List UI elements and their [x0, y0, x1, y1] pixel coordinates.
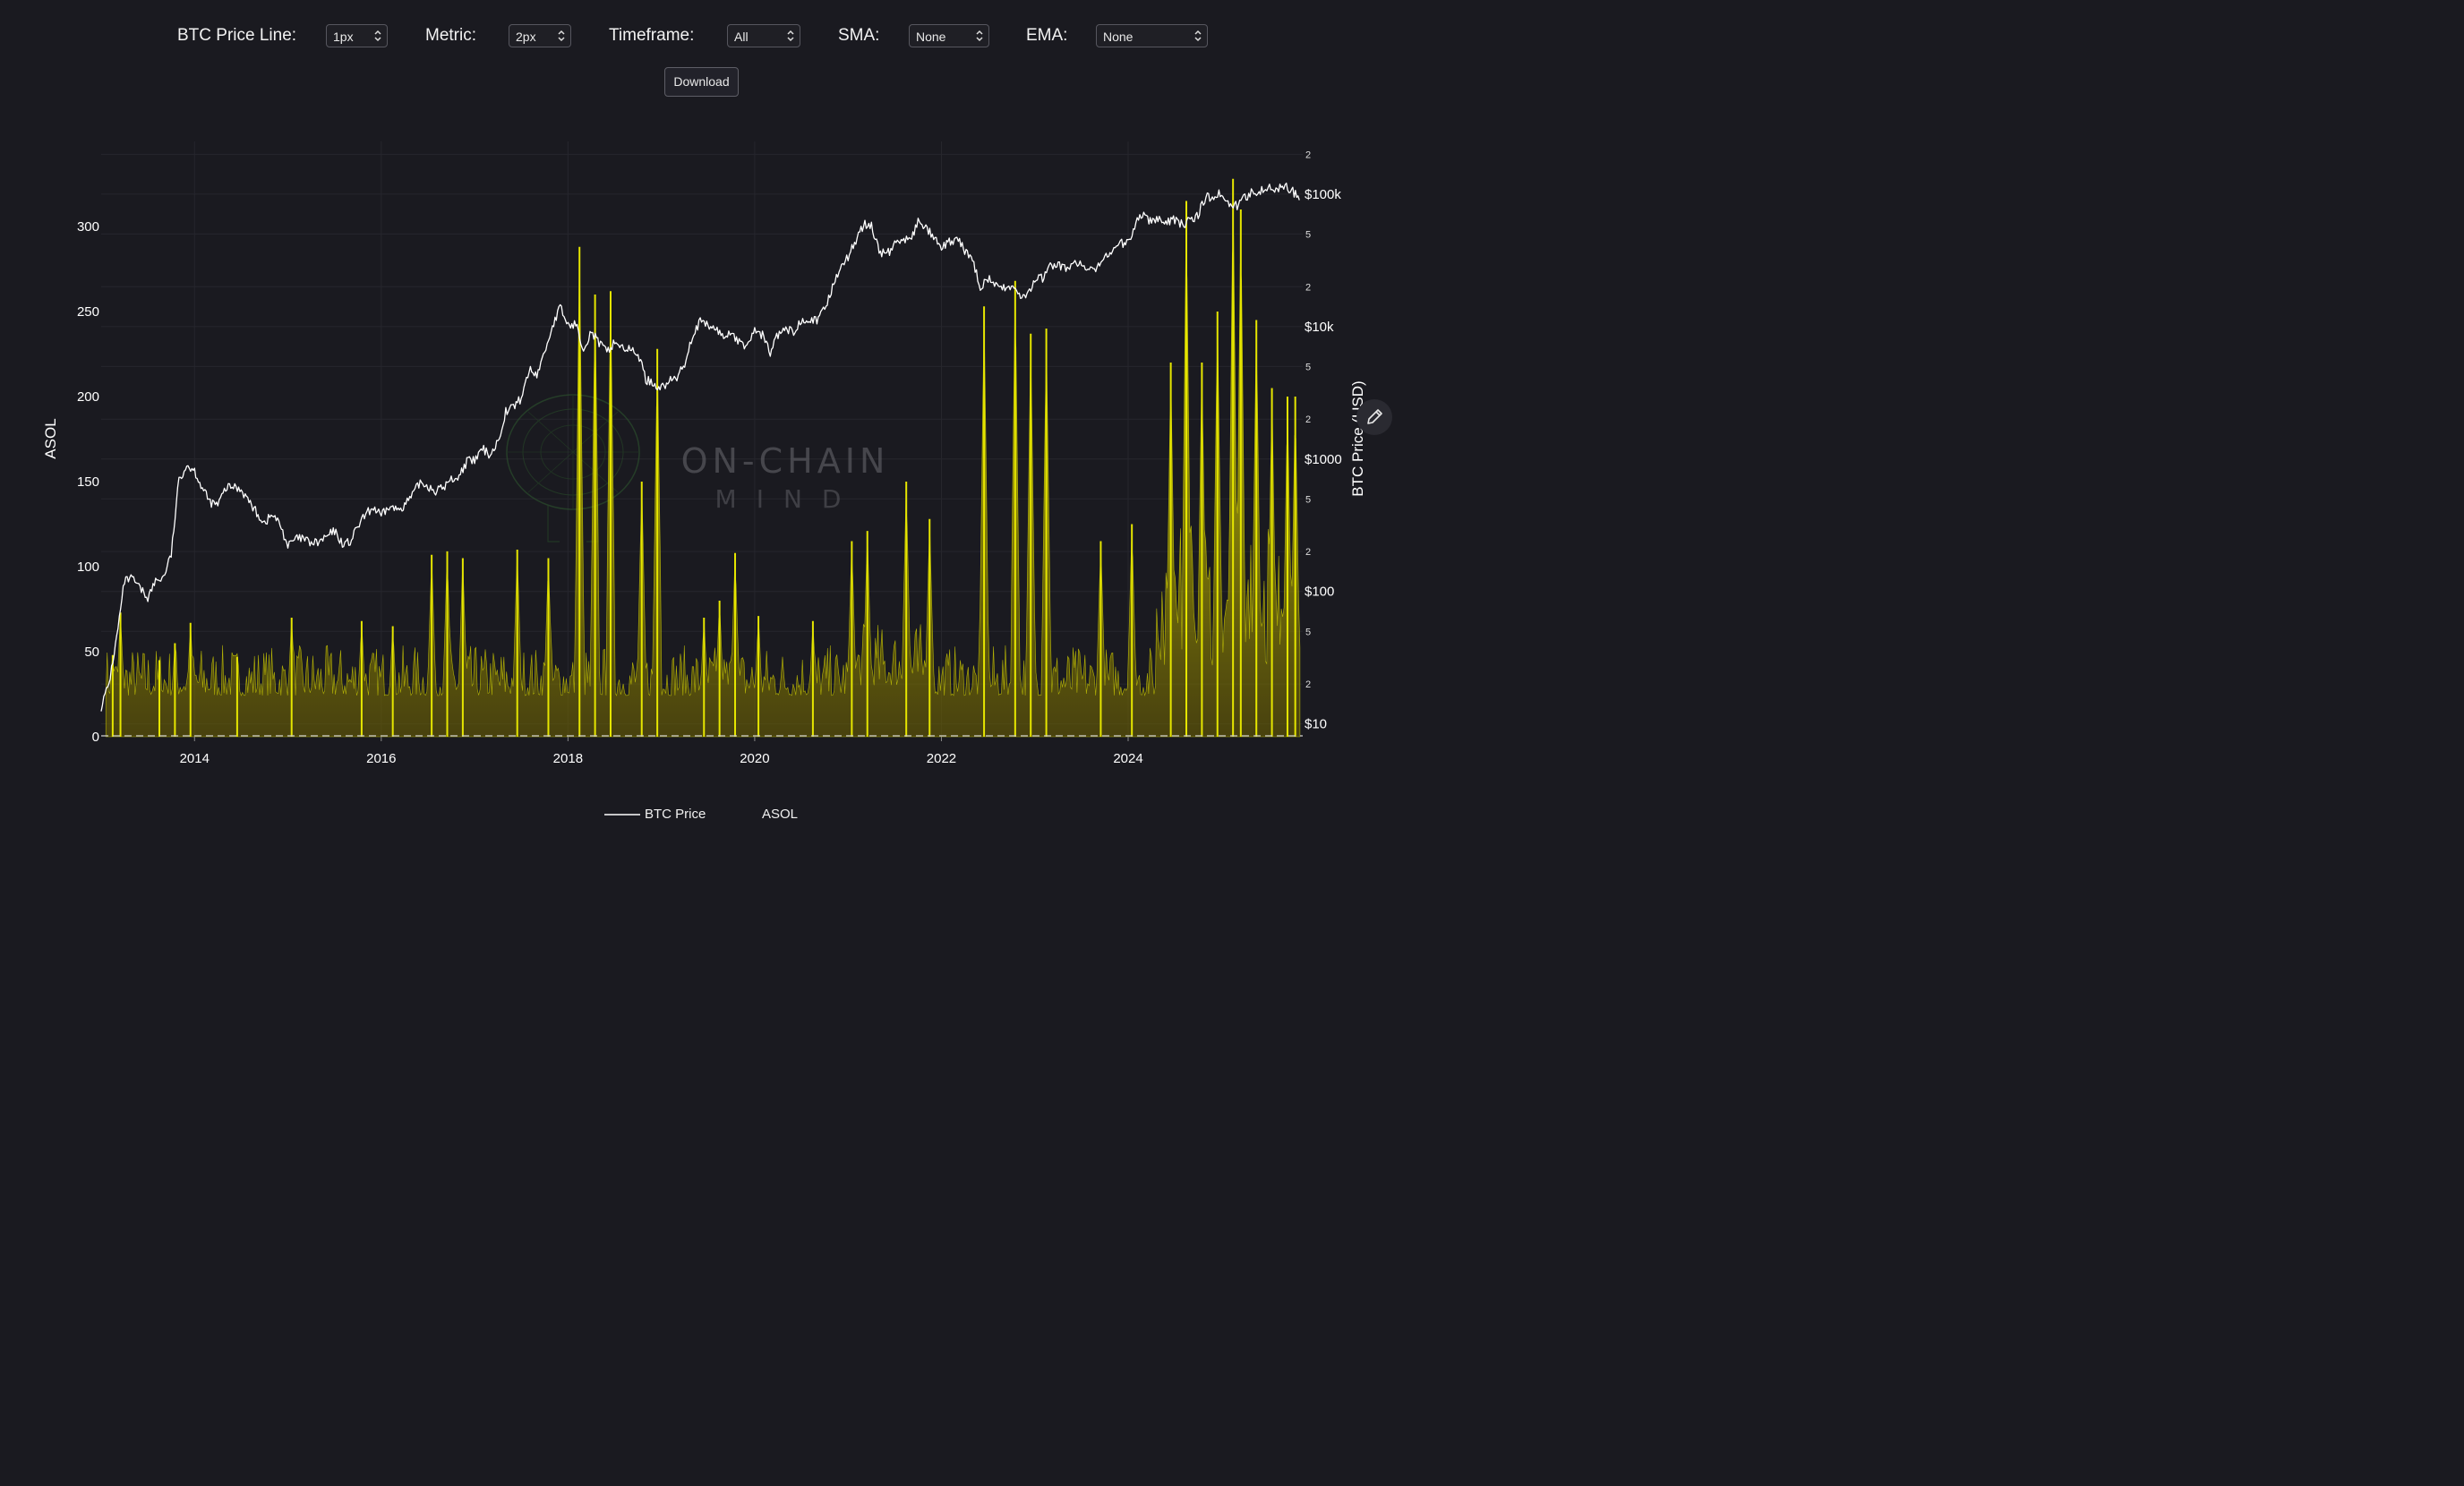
- legend: BTC Price ASOL: [0, 806, 1404, 825]
- x-tick-label: 2020: [740, 751, 769, 766]
- x-tick-label: 2014: [180, 751, 210, 766]
- metric-select[interactable]: 2px: [509, 24, 571, 47]
- controls-bar: BTC Price Line: 1px Metric: 2px Timefram…: [0, 24, 1404, 49]
- y-left-axis-label: ASOL: [42, 418, 59, 458]
- y-left-axis: 0 50 100 150 200 250 300: [77, 219, 99, 745]
- x-tick-label: 2018: [553, 751, 583, 766]
- btc-price-line-select[interactable]: 1px: [326, 24, 388, 47]
- y-right-minor-tick-label: 2: [1305, 414, 1311, 425]
- pencil-icon: [1367, 409, 1382, 424]
- x-tick-label: 2016: [366, 751, 396, 766]
- y-right-minor-tick-label: 2: [1305, 547, 1311, 558]
- x-tick-label: 2022: [927, 751, 956, 766]
- chart: ON-CHAIN MIND 2014 2016 2018 2020 2022 2024 0…: [42, 141, 1366, 766]
- y-right-major-tick-label: $10k: [1305, 320, 1334, 335]
- metric-value: 2px: [516, 30, 536, 44]
- metric-label: Metric:: [425, 26, 476, 45]
- y-right-major-tick-label: $1000: [1305, 452, 1342, 467]
- btc-price-line-label: BTC Price Line:: [177, 26, 297, 45]
- y-left-tick-label: 100: [77, 559, 99, 575]
- ema-label: EMA:: [1026, 26, 1068, 45]
- y-left-tick-label: 0: [92, 730, 99, 745]
- ema-select[interactable]: None: [1096, 24, 1208, 47]
- watermark-line-1: ON-CHAIN: [681, 441, 890, 481]
- legend-btc-swatch: [604, 814, 640, 816]
- asol-area: [105, 235, 1301, 738]
- download-button[interactable]: Download: [664, 67, 739, 97]
- x-tick-label: 2024: [1113, 751, 1142, 766]
- watermark-line-2: MIND: [715, 484, 861, 514]
- edit-button[interactable]: [1356, 399, 1392, 435]
- chevron-updown-icon: [558, 30, 565, 42]
- timeframe-label: Timeframe:: [609, 26, 695, 45]
- y-right-axis-label: BTC Price (USD): [1349, 380, 1366, 496]
- y-right-minor-tick-label: 5: [1305, 362, 1311, 372]
- btc-price-series: [100, 182, 1300, 712]
- chevron-updown-icon: [1194, 30, 1202, 42]
- timeframe-value: All: [734, 30, 749, 44]
- y-left-tick-label: 300: [77, 219, 99, 235]
- y-right-minor-tick-label: 5: [1305, 627, 1311, 637]
- y-left-tick-label: 250: [77, 304, 99, 320]
- y-left-tick-label: 200: [77, 389, 99, 405]
- y-left-tick-label: 50: [84, 645, 99, 660]
- x-axis: 2014 2016 2018 2020 2022 2024: [180, 737, 1143, 766]
- brain-logo-icon: [506, 394, 640, 542]
- chevron-updown-icon: [374, 30, 381, 42]
- timeframe-select[interactable]: All: [727, 24, 800, 47]
- legend-btc-label[interactable]: BTC Price: [645, 807, 706, 822]
- y-right-minor-tick-label: 5: [1305, 229, 1311, 240]
- y-right-major-tick-label: $100: [1305, 585, 1334, 600]
- sma-select[interactable]: None: [909, 24, 989, 47]
- grid: [101, 141, 1303, 737]
- y-left-tick-label: 150: [77, 474, 99, 490]
- chevron-updown-icon: [787, 30, 794, 42]
- y-right-minor-tick-label: 2: [1305, 679, 1311, 690]
- y-right-minor-tick-label: 2: [1305, 149, 1311, 160]
- y-right-major-tick-label: $10: [1305, 717, 1327, 732]
- sma-value: None: [916, 30, 946, 44]
- y-right-major-tick-label: $100k: [1305, 187, 1341, 202]
- legend-asol-label[interactable]: ASOL: [762, 807, 799, 822]
- y-right-minor-tick-label: 5: [1305, 494, 1311, 505]
- ema-value: None: [1103, 30, 1134, 44]
- btc-price-line-value: 1px: [333, 30, 354, 44]
- asol-series: [105, 178, 1301, 738]
- y-right-minor-tick-label: 2: [1305, 282, 1311, 293]
- y-right-axis: $10 $100 $1000 $10k $100k 2 5 2 5 2 5 2 5 2: [1305, 149, 1342, 731]
- watermark: ON-CHAIN MIND: [506, 394, 890, 542]
- sma-label: SMA:: [838, 26, 880, 45]
- chevron-updown-icon: [976, 30, 983, 42]
